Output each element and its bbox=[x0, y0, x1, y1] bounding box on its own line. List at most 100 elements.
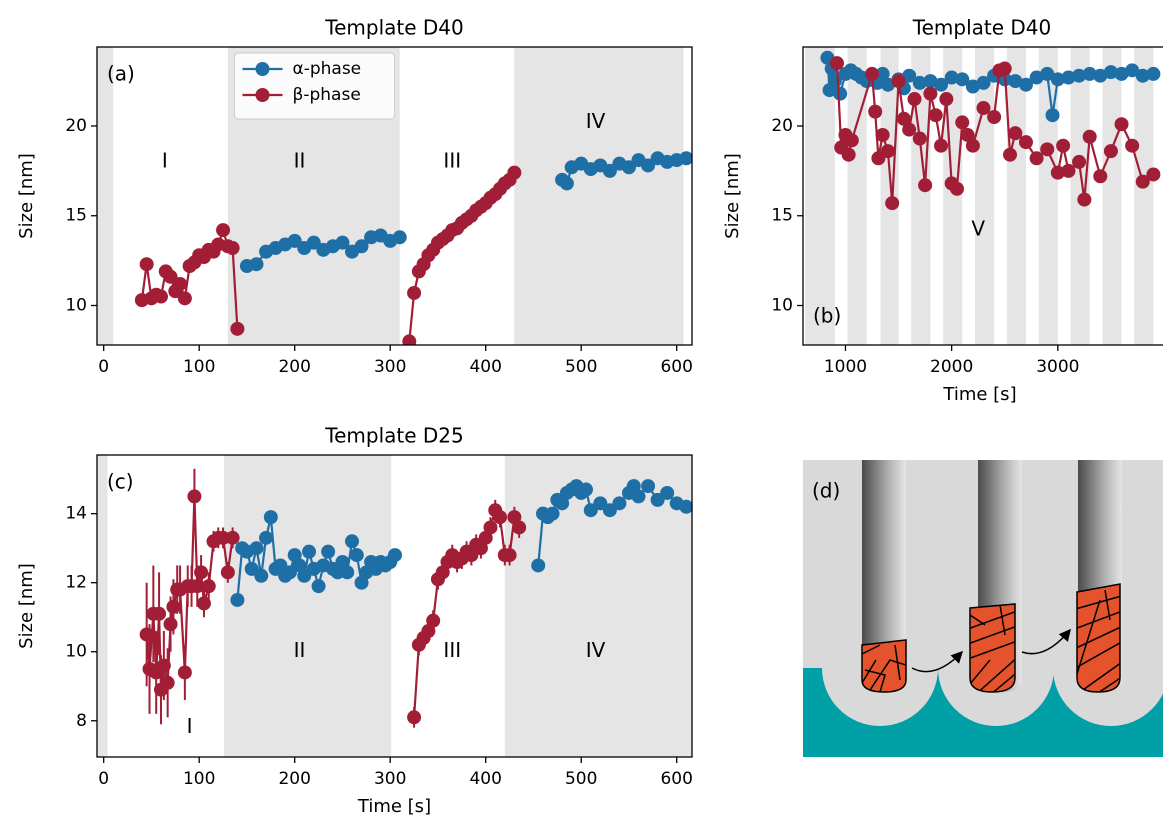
marker bbox=[1082, 66, 1097, 81]
marker bbox=[402, 334, 417, 345]
marker bbox=[407, 710, 422, 725]
marker bbox=[829, 56, 844, 71]
marker bbox=[545, 506, 560, 521]
marker bbox=[987, 110, 1002, 125]
marker bbox=[160, 675, 175, 690]
marker bbox=[1146, 66, 1161, 81]
x-tick-label: 1000 bbox=[824, 357, 867, 377]
marker bbox=[1114, 117, 1129, 132]
x-tick-label: 300 bbox=[374, 769, 406, 789]
marker bbox=[578, 482, 593, 497]
marker bbox=[407, 285, 422, 300]
marker bbox=[311, 579, 326, 594]
region-label: V bbox=[971, 217, 985, 241]
marker bbox=[875, 127, 890, 142]
marker bbox=[660, 485, 675, 500]
shaded-region bbox=[97, 455, 108, 757]
marker bbox=[923, 86, 938, 101]
region-label: IV bbox=[586, 638, 606, 662]
marker bbox=[177, 291, 192, 306]
region-label: I bbox=[162, 148, 168, 172]
marker bbox=[220, 565, 235, 580]
crystal bbox=[970, 604, 1015, 692]
marker bbox=[254, 568, 269, 583]
panel-d-diagram: (d) bbox=[803, 460, 1163, 757]
shaded-region bbox=[975, 47, 995, 345]
marker bbox=[230, 321, 245, 336]
shaded-region bbox=[1102, 47, 1122, 345]
y-tick-label: 10 bbox=[65, 642, 87, 662]
marker bbox=[1061, 163, 1076, 178]
marker bbox=[976, 101, 991, 116]
y-tick-label: 10 bbox=[65, 296, 87, 316]
x-tick-label: 600 bbox=[660, 357, 692, 377]
marker bbox=[902, 68, 917, 83]
marker bbox=[1093, 68, 1108, 83]
region-label: II bbox=[294, 638, 306, 662]
marker bbox=[349, 548, 364, 563]
panel-label: (b) bbox=[813, 304, 841, 328]
marker bbox=[335, 235, 350, 250]
marker bbox=[426, 613, 441, 628]
crystal bbox=[862, 640, 906, 692]
axes-frame bbox=[802, 46, 1163, 346]
marker bbox=[1040, 66, 1055, 81]
x-tick-label: 100 bbox=[183, 357, 215, 377]
marker bbox=[934, 138, 949, 153]
marker bbox=[321, 544, 336, 559]
x-tick-label: 200 bbox=[278, 357, 310, 377]
marker bbox=[641, 158, 656, 173]
marker bbox=[1077, 192, 1092, 207]
marker bbox=[173, 276, 188, 291]
shaded-region bbox=[224, 455, 392, 757]
x-tick-label: 400 bbox=[469, 357, 501, 377]
marker bbox=[912, 75, 927, 90]
marker bbox=[896, 111, 911, 126]
marker bbox=[621, 160, 636, 175]
marker bbox=[194, 565, 209, 580]
marker bbox=[918, 178, 933, 193]
shaded-region bbox=[911, 47, 931, 345]
x-tick-label: 600 bbox=[660, 769, 692, 789]
marker bbox=[483, 520, 498, 535]
marker bbox=[928, 108, 943, 123]
region-label: III bbox=[443, 148, 461, 172]
marker bbox=[833, 86, 848, 101]
marker bbox=[139, 627, 154, 642]
marker bbox=[602, 163, 617, 178]
marker bbox=[152, 606, 167, 621]
marker bbox=[163, 269, 178, 284]
marker bbox=[1082, 129, 1097, 144]
marker bbox=[225, 241, 240, 256]
marker bbox=[1061, 70, 1076, 85]
shaded-region bbox=[880, 47, 899, 345]
marker bbox=[1114, 66, 1129, 81]
legend-marker bbox=[255, 88, 270, 102]
region-label: IV bbox=[586, 109, 606, 133]
marker bbox=[306, 235, 321, 250]
y-tick-label: 10 bbox=[771, 296, 793, 316]
shaded-region bbox=[943, 47, 963, 345]
panel-label: (d) bbox=[812, 479, 840, 503]
shaded-region bbox=[847, 47, 867, 345]
marker bbox=[354, 239, 369, 254]
marker bbox=[1018, 135, 1033, 150]
marker bbox=[944, 70, 959, 85]
legend-label: α-phase bbox=[293, 59, 362, 79]
marker bbox=[934, 77, 949, 92]
marker bbox=[939, 92, 954, 107]
marker bbox=[965, 79, 980, 94]
chart-panel: III III IV0 100 200 300 400 500 6008101214Templa… bbox=[16, 424, 693, 818]
shaded-region bbox=[97, 47, 114, 345]
marker bbox=[1040, 142, 1055, 157]
marker bbox=[1093, 169, 1108, 184]
marker bbox=[976, 75, 991, 90]
panel-label: (c) bbox=[107, 470, 134, 494]
marker bbox=[965, 138, 980, 153]
marker bbox=[249, 257, 264, 272]
marker bbox=[612, 496, 627, 511]
y-tick-label: 14 bbox=[65, 504, 87, 524]
